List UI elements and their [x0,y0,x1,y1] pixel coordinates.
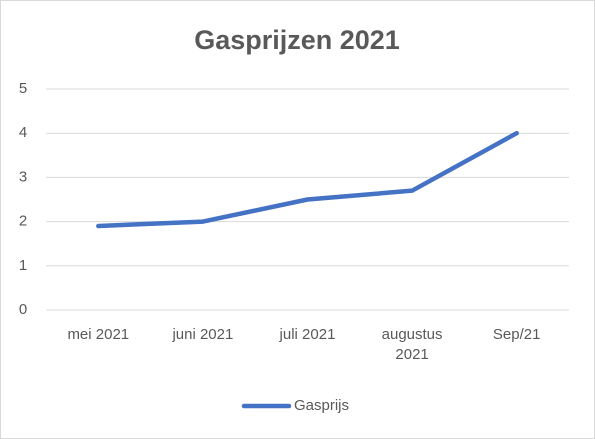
y-tick-label: 1 [19,257,27,274]
chart-title: Gasprijzen 2021 [194,25,400,55]
y-tick-label: 0 [19,301,27,318]
x-tick-label: Sep/21 [492,326,541,343]
data-line [96,130,519,229]
x-tick-label: mei 2021 [67,326,130,343]
y-tick-label: 2 [19,213,27,230]
x-tick-label: juni 2021 [172,326,234,343]
y-tick-label: 5 [19,80,27,97]
y-tick-label: 4 [19,124,27,141]
legend-label: Gasprijs [294,397,349,414]
y-tick-label: 3 [19,168,27,185]
x-tick-label: augustus 2021 [381,326,443,363]
x-tick-label: juli 2021 [279,326,336,343]
